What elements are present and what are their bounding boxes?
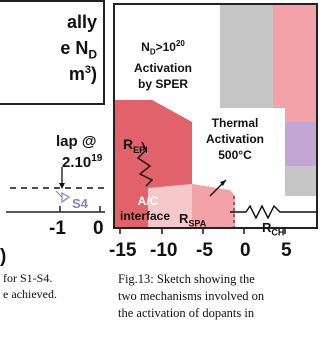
nd-box	[114, 4, 220, 100]
left-plot-lines	[6, 167, 105, 213]
left-figure-inset: ally e ND m3)	[0, 0, 105, 105]
x-tick-minus15: -15	[109, 240, 137, 261]
left-paren: )	[0, 246, 7, 267]
series-s4-label: S4	[72, 196, 88, 211]
thermal-box	[192, 108, 285, 196]
x-tick-minus5: -5	[196, 240, 213, 261]
rspa-label: RSPA	[179, 211, 207, 229]
diagram-frame	[113, 3, 318, 229]
caption-line3: the activation of dopants in	[118, 306, 255, 320]
left-title-line1: ally	[66, 12, 97, 32]
resistor-epi-icon	[136, 141, 154, 187]
resistor-ch-icon	[230, 204, 317, 220]
left-tick-minus1: -1	[49, 218, 66, 239]
rch-label: RCH	[262, 220, 285, 238]
repi-label: REPI	[123, 136, 148, 155]
x-tick-minus10: -10	[150, 240, 178, 261]
left-tick-0: 0	[93, 218, 104, 239]
arrow-head	[59, 183, 65, 189]
s4-marker	[61, 191, 71, 204]
caption-line2: two mechanisms involved on	[118, 289, 265, 303]
ac-interface-label: A/C interface	[120, 194, 171, 223]
x-tick-0: 0	[240, 240, 251, 261]
left-caption-line1: for S1-S4.	[3, 271, 53, 285]
purple-region	[285, 122, 317, 166]
thermal-activation-label: Thermal Activation 500°C	[205, 116, 264, 162]
activation-diagram	[113, 3, 318, 234]
doping-level-label: 2.1019	[62, 153, 103, 171]
left-title-line2: e ND	[60, 38, 97, 62]
left-title-line3: m3)	[68, 64, 97, 84]
left-caption-line2: e achieved.	[3, 287, 57, 301]
pink-region-top-right	[273, 4, 317, 122]
x-tick-5: 5	[281, 240, 292, 261]
overlap-label: lap @	[56, 133, 97, 150]
nd-activation-label: ND>1020 Activation by SPER	[133, 39, 192, 92]
caption-line1: Fig.13: Sketch showing the	[118, 272, 255, 286]
